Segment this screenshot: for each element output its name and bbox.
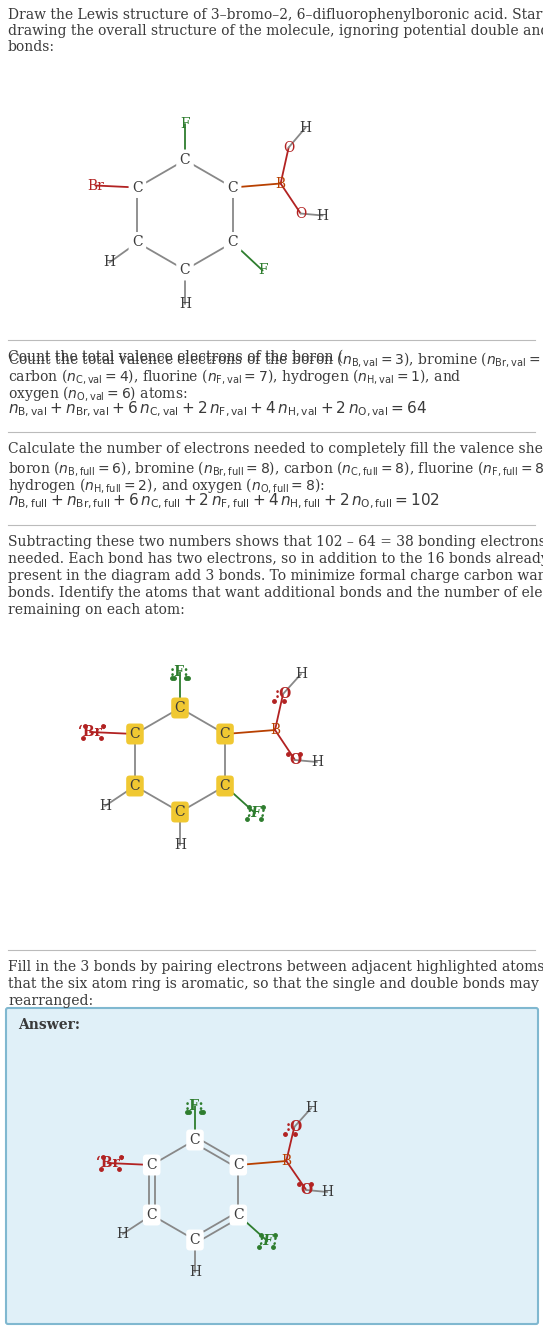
Text: C: C — [175, 701, 185, 716]
Text: ‘Br’: ‘Br’ — [79, 725, 108, 739]
Text: present in the diagram add 3 bonds. To minimize formal charge carbon wants 4: present in the diagram add 3 bonds. To m… — [8, 569, 543, 583]
Text: H: H — [99, 799, 111, 813]
Text: :F:: :F: — [185, 1099, 205, 1113]
Text: Count the total valence electrons of the boron (: Count the total valence electrons of the… — [8, 350, 343, 364]
Text: rearranged:: rearranged: — [8, 994, 93, 1008]
Text: bonds. Identify the atoms that want additional bonds and the number of electrons: bonds. Identify the atoms that want addi… — [8, 587, 543, 600]
Text: C: C — [228, 181, 238, 194]
Text: C: C — [233, 1208, 244, 1222]
Text: :F:: :F: — [170, 665, 190, 680]
Text: :O: :O — [274, 688, 292, 701]
Text: H: H — [179, 297, 191, 311]
Text: boron ($n_\mathrm{B,full}=6$), bromine ($n_\mathrm{Br,full}=8$), carbon ($n_\mat: boron ($n_\mathrm{B,full}=6$), bromine (… — [8, 459, 543, 477]
Text: Answer:: Answer: — [18, 1017, 80, 1032]
Text: C: C — [220, 728, 230, 741]
Text: Br: Br — [87, 178, 104, 193]
Text: needed. Each bond has two electrons, so in addition to the 16 bonds already: needed. Each bond has two electrons, so … — [8, 552, 543, 567]
Text: H: H — [311, 755, 323, 769]
Text: remaining on each atom:: remaining on each atom: — [8, 602, 185, 617]
Text: H: H — [117, 1228, 129, 1241]
Text: hydrogen ($n_\mathrm{H,full}=2$), and oxygen ($n_\mathrm{O,full}=8$):: hydrogen ($n_\mathrm{H,full}=2$), and ox… — [8, 476, 325, 495]
Text: C: C — [132, 181, 143, 194]
Text: C: C — [233, 1158, 244, 1172]
Text: H: H — [300, 121, 312, 134]
Text: C: C — [180, 153, 190, 168]
Text: Draw the Lewis structure of 3–bromo–2, 6–difluorophenylboronic acid. Start by
dr: Draw the Lewis structure of 3–bromo–2, 6… — [8, 8, 543, 55]
Text: H: H — [295, 668, 307, 681]
Text: F: F — [180, 117, 190, 130]
Text: :F:: :F: — [258, 1234, 278, 1248]
Text: that the six atom ring is aromatic, so that the single and double bonds may be: that the six atom ring is aromatic, so t… — [8, 978, 543, 991]
Text: Fill in the 3 bonds by pairing electrons between adjacent highlighted atoms. Not: Fill in the 3 bonds by pairing electrons… — [8, 960, 543, 974]
Text: Subtracting these two numbers shows that 102 – 64 = 38 bonding electrons are: Subtracting these two numbers shows that… — [8, 535, 543, 549]
Text: ‘Br’: ‘Br’ — [96, 1156, 125, 1170]
Text: B: B — [270, 724, 280, 737]
Text: C: C — [130, 728, 140, 741]
Text: Calculate the number of electrons needed to completely fill the valence shells f: Calculate the number of electrons needed… — [8, 442, 543, 456]
Text: C: C — [147, 1158, 157, 1172]
Text: O: O — [289, 753, 301, 767]
Text: $n_\mathrm{B,val}+n_\mathrm{Br,val}+6\,n_\mathrm{C,val}+2\,n_\mathrm{F,val}+4\,n: $n_\mathrm{B,val}+n_\mathrm{Br,val}+6\,n… — [8, 400, 427, 419]
Text: H: H — [317, 209, 329, 222]
Text: H: H — [321, 1185, 333, 1200]
Text: O: O — [295, 206, 306, 221]
Text: F: F — [258, 263, 268, 278]
Text: :F:: :F: — [246, 806, 266, 821]
Text: C: C — [132, 235, 143, 250]
Text: H: H — [189, 1265, 201, 1279]
Text: C: C — [130, 779, 140, 793]
Text: carbon ($n_\mathrm{C,val}=4$), fluorine ($n_\mathrm{F,val}=7$), hydrogen ($n_\ma: carbon ($n_\mathrm{C,val}=4$), fluorine … — [8, 367, 462, 386]
Text: O: O — [300, 1182, 312, 1197]
Text: C: C — [220, 779, 230, 793]
Text: H: H — [174, 838, 186, 853]
Text: C: C — [147, 1208, 157, 1222]
FancyBboxPatch shape — [6, 1008, 538, 1323]
Text: H: H — [305, 1101, 317, 1115]
Text: C: C — [190, 1133, 200, 1146]
Text: H: H — [103, 255, 115, 270]
Text: C: C — [190, 1233, 200, 1248]
Text: B: B — [281, 1154, 292, 1168]
Text: oxygen ($n_\mathrm{O,val}=6$) atoms:: oxygen ($n_\mathrm{O,val}=6$) atoms: — [8, 384, 187, 403]
Text: C: C — [228, 235, 238, 250]
Text: :O: :O — [286, 1120, 303, 1134]
Text: B: B — [275, 177, 286, 190]
Text: $n_\mathrm{B,full}+n_\mathrm{Br,full}+6\,n_\mathrm{C,full}+2\,n_\mathrm{F,full}+: $n_\mathrm{B,full}+n_\mathrm{Br,full}+6\… — [8, 492, 440, 511]
Text: O: O — [283, 141, 294, 154]
Text: C: C — [180, 263, 190, 277]
Text: C: C — [175, 805, 185, 819]
Text: Count the total valence electrons of the boron ($n_\mathrm{B,val}=3$), bromine (: Count the total valence electrons of the… — [8, 350, 543, 368]
